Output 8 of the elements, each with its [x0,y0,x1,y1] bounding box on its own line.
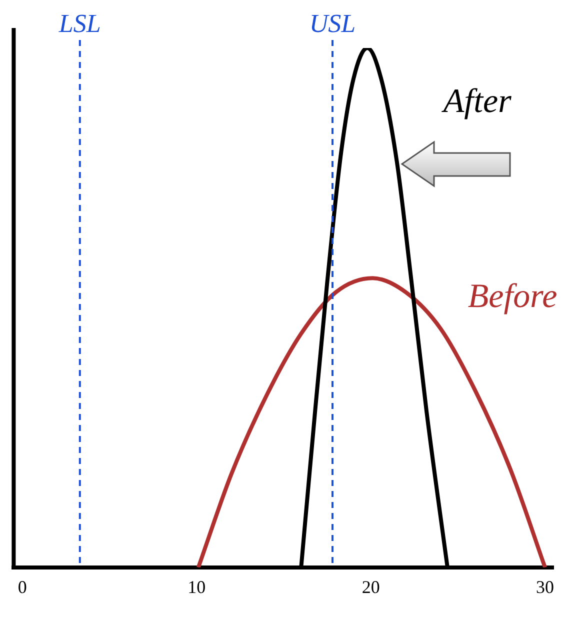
series-label: After [441,82,512,120]
x-tick-label: 10 [188,576,206,597]
x-tick-label: 30 [536,576,554,597]
x-tick-label: 20 [362,576,380,597]
ref-line-label: USL [309,8,356,38]
ref-line-label: LSL [58,8,101,38]
series-label: Before [468,278,558,316]
x-tick-label: 0 [18,576,27,597]
